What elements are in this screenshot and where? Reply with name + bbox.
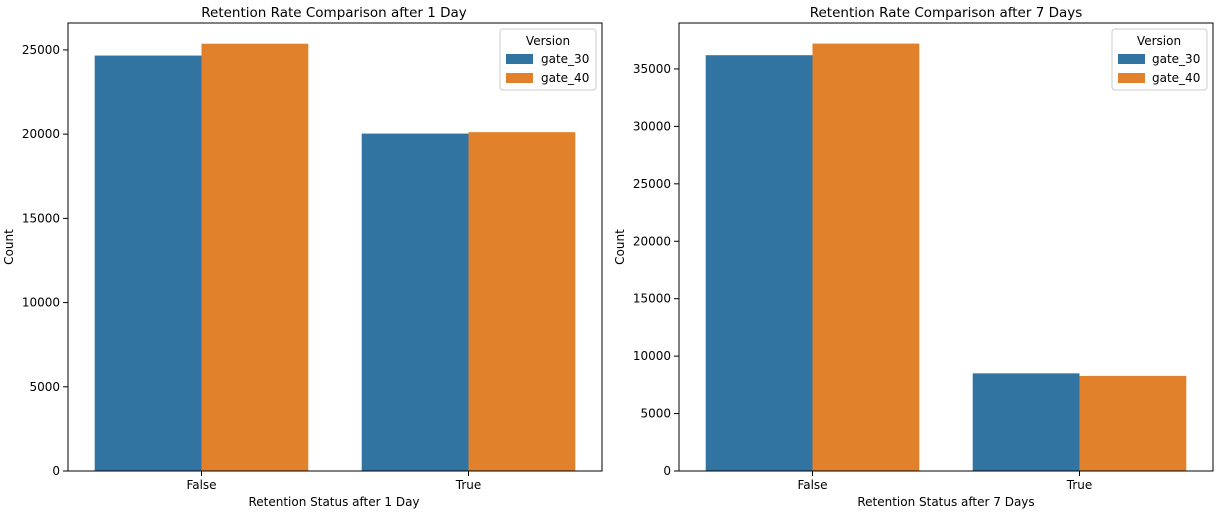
chart-1-title: Retention Rate Comparison after 1 Day [201, 5, 467, 21]
chart-1-legend: Version gate_30 gate_40 [499, 28, 597, 91]
chart-2-legend-swatch-gate-40 [1118, 73, 1145, 83]
chart-1: Retention Rate Comparison after 1 Day 0 5… [2, 5, 603, 509]
chart-1-bar-gate-40-false [201, 43, 309, 471]
chart-2-x-axis-label: Retention Status after 7 Days [857, 495, 1034, 509]
chart-2-legend-title: Version [1137, 34, 1181, 48]
chart-2-y-tick-label: 30000 [633, 119, 671, 133]
chart-2-bars [705, 43, 1187, 472]
chart-2-y-tick-label: 35000 [633, 62, 671, 76]
chart-2: Retention Rate Comparison after 7 Days 0… [613, 5, 1214, 509]
chart-1-bars [94, 43, 576, 471]
chart-2-legend-swatch-gate-30 [1118, 54, 1145, 64]
chart-2-legend-label-gate-30: gate_30 [1152, 52, 1200, 66]
chart-1-legend-swatch-gate-40 [506, 73, 533, 83]
chart-1-bar-gate-30-false [94, 55, 202, 471]
chart-2-y-tick-label: 20000 [633, 234, 671, 248]
chart-1-y-tick-label: 15000 [22, 211, 60, 225]
chart-1-y-ticks: 0 5000 10000 15000 20000 25000 [22, 43, 68, 478]
chart-2-x-tick-label: True [1066, 478, 1093, 492]
chart-1-bar-gate-40-true [468, 132, 576, 471]
chart-1-x-axis-label: Retention Status after 1 Day [248, 495, 419, 509]
chart-1-y-tick-label: 0 [52, 464, 60, 478]
chart-2-bar-gate-40-false [812, 43, 920, 472]
chart-2-y-tick-label: 25000 [633, 177, 671, 191]
chart-1-legend-label-gate-40: gate_40 [541, 71, 589, 85]
chart-2-title: Retention Rate Comparison after 7 Days [810, 5, 1083, 21]
chart-2-x-tick-label: False [797, 478, 827, 492]
chart-2-legend: Version gate_30 gate_40 [1111, 28, 1208, 91]
chart-1-plot-frame [67, 22, 603, 472]
chart-1-x-ticks: False True [186, 471, 481, 492]
chart-1-legend-label-gate-30: gate_30 [541, 52, 589, 66]
chart-2-plot-frame [678, 22, 1214, 472]
chart-1-bar-gate-30-true [361, 133, 469, 471]
chart-1-x-tick-label: True [455, 478, 482, 492]
chart-2-y-axis-label: Count [613, 229, 627, 265]
chart-1-y-tick-label: 5000 [29, 380, 60, 394]
chart-2-bar-gate-40-true [1079, 375, 1187, 471]
chart-2-bar-gate-30-true [972, 373, 1080, 471]
chart-2-y-tick-label: 10000 [633, 349, 671, 363]
chart-2-bar-gate-30-false [705, 55, 813, 471]
chart-1-legend-swatch-gate-30 [506, 54, 533, 64]
chart-1-y-tick-label: 10000 [22, 296, 60, 310]
chart-2-y-tick-label: 5000 [640, 407, 671, 421]
chart-2-y-tick-label: 15000 [633, 292, 671, 306]
chart-2-x-ticks: False True [797, 471, 1092, 492]
chart-1-y-tick-label: 20000 [22, 127, 60, 141]
chart-1-y-tick-label: 25000 [22, 43, 60, 57]
chart-2-legend-label-gate-40: gate_40 [1152, 71, 1200, 85]
chart-1-y-axis-label: Count [2, 229, 16, 265]
chart-1-legend-title: Version [526, 34, 570, 48]
chart-2-y-ticks: 0 5000 10000 15000 20000 25000 30000 35000 [633, 62, 679, 478]
chart-1-x-tick-label: False [186, 478, 216, 492]
chart-2-y-tick-label: 0 [663, 464, 671, 478]
